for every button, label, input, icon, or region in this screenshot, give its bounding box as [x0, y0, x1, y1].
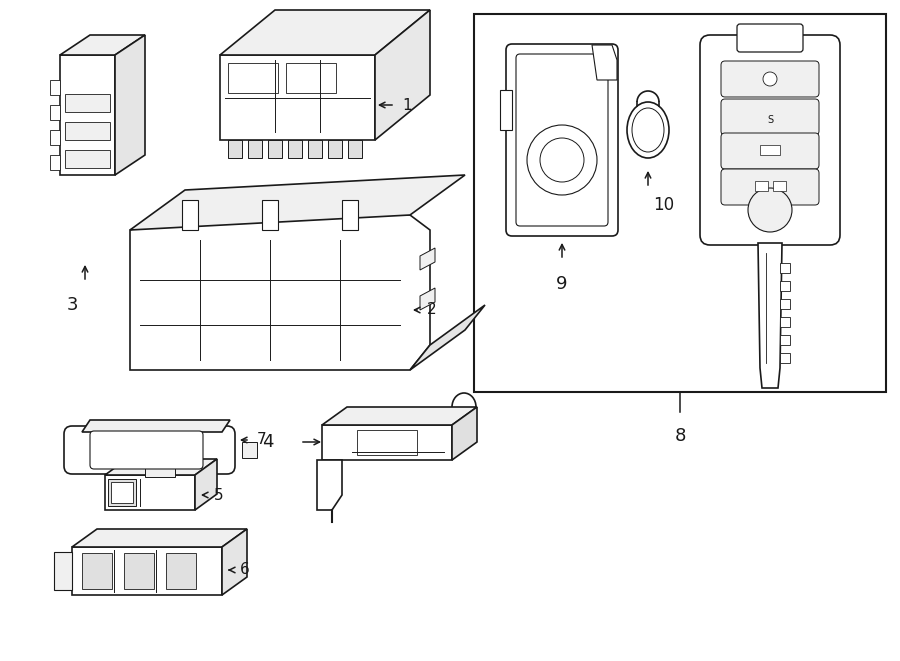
- Bar: [65, 94, 110, 112]
- Polygon shape: [60, 35, 145, 55]
- Bar: [357, 430, 417, 455]
- Text: 2: 2: [427, 303, 436, 317]
- Polygon shape: [758, 243, 782, 388]
- Text: 8: 8: [674, 427, 686, 445]
- Polygon shape: [410, 305, 485, 370]
- Bar: [268, 140, 282, 158]
- Bar: [308, 140, 322, 158]
- Polygon shape: [220, 10, 430, 55]
- Bar: [780, 263, 790, 273]
- Text: 7: 7: [257, 432, 266, 447]
- Circle shape: [198, 233, 222, 257]
- Polygon shape: [222, 529, 247, 595]
- Bar: [166, 553, 196, 589]
- Bar: [228, 63, 278, 93]
- Text: 1: 1: [402, 98, 411, 112]
- Polygon shape: [452, 407, 477, 460]
- Text: 9: 9: [556, 275, 568, 293]
- FancyBboxPatch shape: [721, 99, 819, 135]
- Bar: [124, 553, 154, 589]
- Circle shape: [748, 188, 792, 232]
- Ellipse shape: [632, 108, 664, 152]
- Bar: [228, 140, 242, 158]
- Text: 3: 3: [67, 296, 77, 314]
- FancyBboxPatch shape: [700, 35, 840, 245]
- Text: 10: 10: [653, 196, 674, 214]
- Polygon shape: [182, 200, 198, 230]
- Bar: [50, 155, 60, 170]
- Bar: [474, 14, 886, 392]
- Bar: [108, 479, 136, 506]
- Bar: [50, 80, 60, 95]
- FancyBboxPatch shape: [721, 61, 819, 97]
- Polygon shape: [322, 425, 452, 460]
- Polygon shape: [420, 288, 435, 310]
- Polygon shape: [317, 460, 342, 510]
- Polygon shape: [130, 215, 430, 370]
- Bar: [145, 467, 175, 477]
- Polygon shape: [375, 10, 430, 140]
- Polygon shape: [242, 442, 257, 458]
- Polygon shape: [115, 35, 145, 175]
- FancyBboxPatch shape: [64, 426, 235, 474]
- Bar: [248, 140, 262, 158]
- Ellipse shape: [627, 102, 669, 158]
- Text: S: S: [767, 115, 773, 125]
- Polygon shape: [72, 529, 247, 547]
- Text: 5: 5: [214, 488, 223, 502]
- Polygon shape: [262, 200, 278, 230]
- Bar: [348, 140, 362, 158]
- Bar: [50, 130, 60, 145]
- Text: 4: 4: [262, 433, 274, 451]
- Polygon shape: [342, 200, 358, 230]
- Bar: [50, 105, 60, 120]
- FancyBboxPatch shape: [516, 54, 608, 226]
- Bar: [780, 335, 790, 345]
- Bar: [773, 181, 786, 191]
- Ellipse shape: [75, 51, 100, 69]
- Text: 6: 6: [240, 563, 250, 578]
- FancyBboxPatch shape: [737, 24, 803, 52]
- Bar: [755, 181, 768, 191]
- Polygon shape: [500, 90, 512, 130]
- Bar: [111, 482, 133, 503]
- Bar: [54, 552, 72, 590]
- Polygon shape: [82, 420, 230, 432]
- Polygon shape: [105, 475, 195, 510]
- FancyBboxPatch shape: [721, 133, 819, 169]
- Polygon shape: [420, 248, 435, 270]
- Polygon shape: [72, 547, 222, 595]
- Bar: [288, 140, 302, 158]
- Bar: [760, 145, 780, 155]
- Polygon shape: [195, 459, 217, 510]
- Bar: [780, 353, 790, 363]
- FancyBboxPatch shape: [721, 169, 819, 205]
- Polygon shape: [130, 175, 465, 230]
- Bar: [286, 63, 336, 93]
- Bar: [328, 140, 342, 158]
- Circle shape: [540, 138, 584, 182]
- Bar: [780, 281, 790, 291]
- FancyBboxPatch shape: [90, 431, 203, 469]
- Bar: [780, 317, 790, 327]
- Polygon shape: [60, 55, 115, 175]
- FancyBboxPatch shape: [506, 44, 618, 236]
- Polygon shape: [322, 407, 477, 425]
- Bar: [65, 150, 110, 168]
- Circle shape: [763, 72, 777, 86]
- Polygon shape: [592, 45, 617, 80]
- Polygon shape: [220, 55, 375, 140]
- Circle shape: [527, 125, 597, 195]
- Polygon shape: [105, 459, 217, 475]
- Bar: [82, 553, 112, 589]
- Bar: [780, 299, 790, 309]
- Bar: [65, 122, 110, 140]
